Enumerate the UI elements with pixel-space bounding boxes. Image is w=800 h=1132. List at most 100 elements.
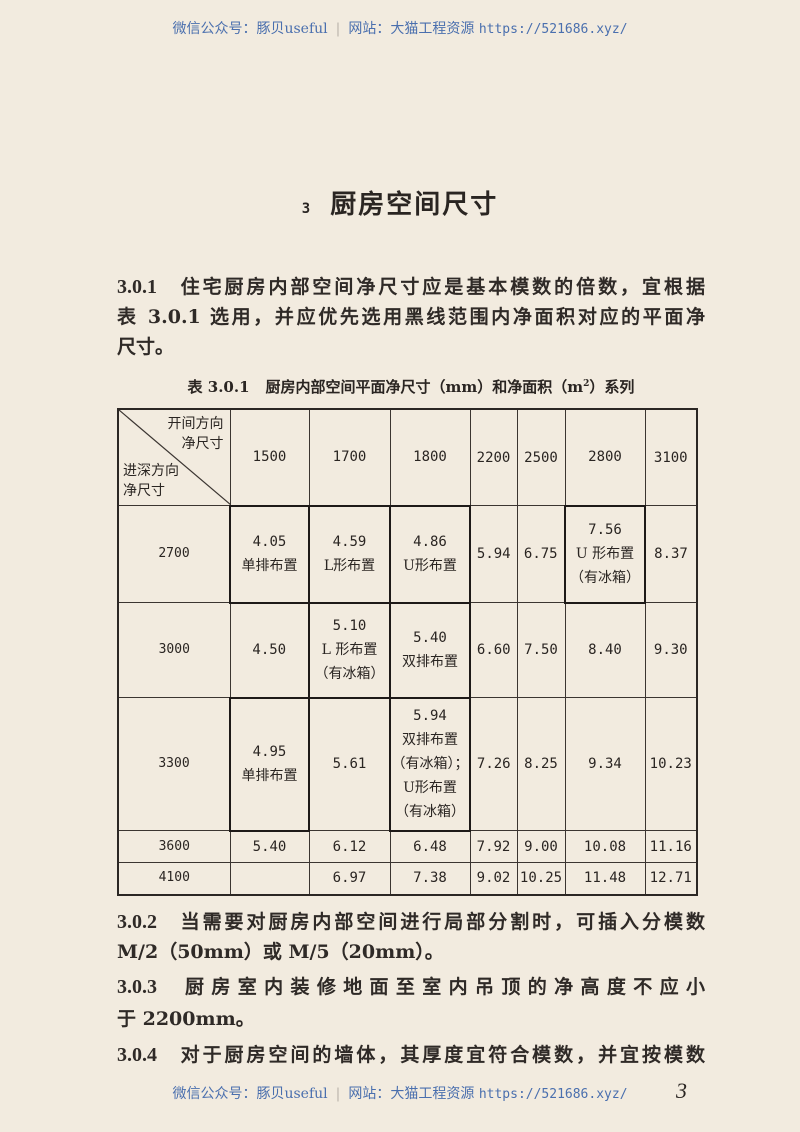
clause-text: 尺寸。 bbox=[117, 336, 175, 358]
area-value: 4.59 bbox=[332, 534, 367, 550]
clause-text: 于 2200mm。 bbox=[117, 1008, 255, 1030]
clause-line: 3.0.1 住宅厨房内部空间净尺寸应是基本模数的倍数，宜根据 bbox=[117, 272, 705, 298]
table-cell: 6.97 bbox=[308, 862, 391, 895]
area-value: 5.94 bbox=[476, 546, 511, 562]
clause-line: 表 3.0.1 选用，并应优先选用黑线范围内净面积对应的平面净 bbox=[117, 302, 705, 328]
clause-line: 3.0.2 当需要对厨房内部空间进行局部分割时，可插入分模数 bbox=[117, 907, 705, 933]
area-value: 5.94 bbox=[413, 708, 447, 724]
row-header: 3000 bbox=[117, 602, 231, 698]
area-value: 7.26 bbox=[476, 756, 511, 772]
clause-line: 3.0.3 厨房室内装修地面至室内吊顶的净高度不应小 bbox=[117, 972, 705, 998]
area-value: 10.08 bbox=[583, 838, 627, 855]
area-value: 4.86 bbox=[413, 534, 447, 550]
watermark-url[interactable]: https://521686.xyz/ bbox=[478, 22, 628, 37]
area-value: 9.30 bbox=[653, 642, 688, 658]
table-cell: 12.71 bbox=[644, 862, 698, 895]
layout-note: U形布置 bbox=[403, 558, 457, 574]
chapter-title-text: 厨房空间尺寸 bbox=[330, 190, 499, 220]
table-row: 3600 5.40 6.12 6.48 7.92 9.00 10.08 11.16 bbox=[117, 830, 698, 863]
layout-note: L形布置 bbox=[323, 558, 376, 574]
corner-header-cell: 开间方向净尺寸 进深方向 净尺寸 bbox=[117, 408, 231, 506]
table-cell: 4.59 L形布置 bbox=[308, 504, 391, 604]
area-value: 6.97 bbox=[332, 870, 367, 887]
table-row: 2700 4.05 单排布置 4.59 L形布置 4.86 U形布置 5.94 6.75 7.56… bbox=[117, 504, 698, 604]
clause-line: 于 2200mm。 bbox=[117, 1004, 705, 1031]
row-header: 4100 bbox=[117, 862, 231, 895]
clause-line: 尺寸。 bbox=[117, 332, 705, 359]
clause-number: 3.0.2 bbox=[117, 911, 157, 933]
clause-text: 表 3.0.1 选用，并应优先选用黑线范围内净面积对应的平面净 bbox=[117, 306, 705, 328]
table-caption-id: 表 3.0.1 bbox=[187, 378, 250, 396]
watermark-wechat: 微信公众号：豚贝useful bbox=[172, 21, 328, 37]
table-cell: 6.60 bbox=[469, 602, 518, 698]
table-cell: 4.95 单排布置 bbox=[229, 696, 310, 832]
area-value: 6.12 bbox=[332, 838, 367, 855]
area-value: 9.34 bbox=[588, 756, 622, 772]
layout-note: 单排布置 bbox=[241, 558, 298, 574]
table-cell: 4.86 U形布置 bbox=[389, 504, 471, 604]
watermark-url[interactable]: https://521686.xyz/ bbox=[478, 1087, 628, 1102]
chapter-number: 3 bbox=[301, 201, 313, 217]
area-value: 6.75 bbox=[523, 546, 558, 562]
area-value: 7.38 bbox=[413, 870, 447, 887]
area-value: 8.40 bbox=[588, 642, 622, 659]
area-value: 11.48 bbox=[583, 870, 627, 887]
table-caption-end: ）系列 bbox=[589, 378, 635, 396]
table-cell: 5.40 bbox=[229, 830, 310, 863]
table-cell: 8.25 bbox=[516, 697, 566, 831]
row-header: 3300 bbox=[117, 697, 231, 831]
corner-top-line: 开间方向 bbox=[167, 416, 224, 432]
table-cell: 7.38 bbox=[389, 862, 471, 895]
clause-text: 对于厨房空间的墙体，其厚度宜符合模数，并宜按模数 bbox=[180, 1044, 705, 1066]
table-cell: 8.37 bbox=[644, 505, 698, 603]
table-cell bbox=[229, 862, 310, 895]
area-value: 4.50 bbox=[252, 642, 287, 658]
table-cell: 9.34 bbox=[564, 697, 646, 831]
table-cell: 5.94 双排布置 （有冰箱）； U形布置 （有冰箱） bbox=[389, 696, 471, 832]
row-header: 3600 bbox=[117, 830, 231, 863]
layout-note: 双排布置 bbox=[402, 654, 458, 670]
area-value: 7.50 bbox=[524, 642, 558, 658]
clause-line: M/2（50mm）或 M/5（20mm）。 bbox=[117, 937, 705, 964]
table-cell: 6.75 bbox=[516, 505, 566, 603]
area-value: 8.37 bbox=[654, 546, 688, 562]
clause-number: 3.0.1 bbox=[117, 276, 157, 298]
layout-note: （有冰箱）； bbox=[391, 756, 469, 772]
table-cell: 6.12 bbox=[308, 830, 391, 863]
table-cell: 10.25 bbox=[516, 862, 566, 895]
page-number: 3 bbox=[676, 1078, 687, 1103]
table-cell: 8.40 bbox=[564, 602, 646, 698]
table-cell: 5.94 bbox=[469, 505, 518, 603]
table-cell: 10.23 bbox=[644, 697, 698, 831]
area-value: 9.00 bbox=[524, 838, 558, 855]
corner-bottom-line: 进深方向 bbox=[123, 463, 179, 479]
area-value: 6.60 bbox=[476, 642, 511, 658]
table-cell: 10.08 bbox=[564, 830, 646, 863]
diagonal-divider bbox=[119, 410, 231, 505]
table-cell: 5.61 bbox=[308, 697, 391, 831]
table-cell: 7.56 U 形布置 （有冰箱） bbox=[564, 504, 646, 604]
chapter-title: 3 厨房空间尺寸 bbox=[0, 184, 800, 221]
clause-text: 厨房室内装修地面至室内吊顶的净高度不应小 bbox=[184, 976, 705, 998]
corner-top-line: 净尺寸 bbox=[181, 436, 224, 452]
clause-text: 当需要对厨房内部空间进行局部分割时，可插入分模数 bbox=[180, 911, 705, 933]
area-value: 4.05 bbox=[252, 534, 287, 550]
area-value: 4.95 bbox=[252, 744, 287, 760]
watermark-separator: | bbox=[335, 1086, 341, 1102]
layout-note: （有冰箱） bbox=[314, 666, 385, 682]
column-header: 2800 bbox=[564, 408, 646, 506]
watermark-bottom: 微信公众号：豚贝useful | 网站：大猫工程资源 https://521686.… bbox=[0, 1083, 800, 1103]
corner-bottom-label: 进深方向 净尺寸 bbox=[123, 461, 179, 501]
table-cell: 6.48 bbox=[389, 830, 471, 863]
area-value: 5.40 bbox=[413, 630, 447, 646]
table-cell: 4.05 单排布置 bbox=[229, 504, 310, 604]
table-cell: 11.48 bbox=[564, 862, 646, 895]
layout-note: L 形布置 bbox=[321, 642, 378, 658]
corner-top-label: 开间方向净尺寸 bbox=[168, 414, 224, 454]
column-header: 2200 bbox=[469, 408, 518, 506]
watermark-top: 微信公众号：豚贝useful | 网站：大猫工程资源 https://521686.… bbox=[0, 18, 800, 38]
area-value: 5.61 bbox=[332, 756, 367, 773]
area-value: 5.40 bbox=[252, 838, 287, 855]
layout-note: 双排布置 bbox=[402, 732, 458, 748]
table-caption-text: 厨房内部空间平面净尺寸（mm）和净面积（m bbox=[265, 378, 584, 396]
